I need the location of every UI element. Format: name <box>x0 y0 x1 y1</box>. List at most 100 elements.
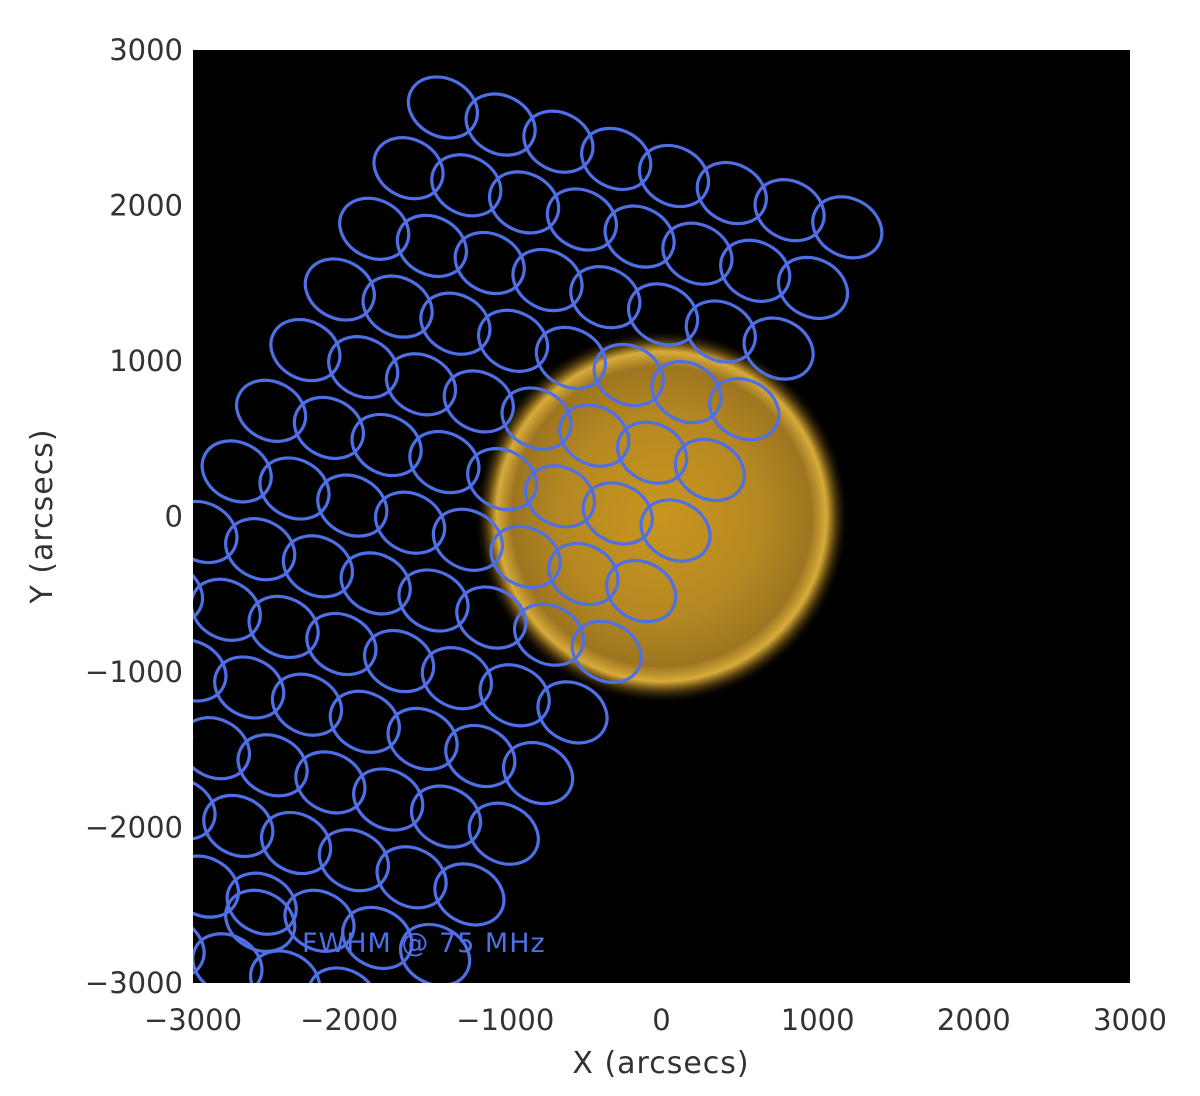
beam-ellipse <box>661 221 734 286</box>
beam-ellipse <box>442 369 515 434</box>
beam-ellipse <box>616 420 689 485</box>
beam-ellipse <box>684 299 757 364</box>
y-axis-label: Y (arcsecs) <box>25 428 60 604</box>
x-tick-label: 2000 <box>937 1003 1011 1037</box>
beam-ellipse <box>570 619 643 684</box>
x-tick-label: 1000 <box>781 1003 855 1037</box>
beam-ellipse <box>213 655 286 720</box>
y-tick-label: 2000 <box>109 189 183 223</box>
beam-ellipse <box>409 784 483 849</box>
beam-ellipse <box>811 195 884 260</box>
beam-ellipse <box>581 481 654 546</box>
x-axis-label: X (arcsecs) <box>572 1046 749 1081</box>
beam-ellipse <box>467 801 540 866</box>
beam-grid <box>0 75 884 1016</box>
beam-ellipse <box>363 628 436 694</box>
beam-ellipse <box>338 196 411 261</box>
legend-label: FWHM @ 75 MHz <box>302 928 546 959</box>
beam-ellipse <box>444 723 517 789</box>
beam-ellipse <box>236 733 309 798</box>
beam-ellipse <box>742 316 815 381</box>
beam-ellipse <box>9 871 99 956</box>
beam-ellipse <box>20 732 110 817</box>
y-tick-label: 1000 <box>109 344 183 378</box>
beam-ellipse <box>316 473 389 538</box>
beam-ellipse <box>361 274 434 339</box>
beam-ellipse <box>455 585 528 650</box>
y-axis-ticks: −3000 −2000 −1000 0 1000 2000 3000 <box>85 33 183 1000</box>
beam-ellipse <box>488 170 561 235</box>
beam-ellipse <box>317 828 390 893</box>
beam-ellipse <box>303 257 376 322</box>
beam-ellipse <box>247 594 320 660</box>
beam-ellipse <box>292 395 365 461</box>
beam-ellipse <box>0 931 65 1016</box>
beam-ellipse <box>536 680 609 745</box>
y-tick-label: −2000 <box>85 811 183 845</box>
y-tick-label: −1000 <box>85 655 183 689</box>
beam-ellipse <box>399 922 472 983</box>
beam-ellipse <box>513 602 586 667</box>
x-tick-label: 0 <box>652 1003 670 1037</box>
beam-ellipse <box>270 672 344 737</box>
beam-ellipse <box>395 213 468 279</box>
beam-ellipse <box>193 499 239 565</box>
beam-ellipse <box>433 862 506 927</box>
beam-ellipse <box>193 698 194 764</box>
beam-ellipse <box>639 498 712 563</box>
y-tick-label: −3000 <box>85 966 183 1000</box>
beam-ellipse <box>193 577 262 642</box>
beam-ellipse <box>637 143 711 209</box>
beam-ellipse <box>592 342 665 408</box>
beam-ellipse <box>0 793 76 878</box>
x-axis-ticks: −3000 −2000 −1000 0 1000 2000 3000 <box>144 1003 1167 1037</box>
beam-ellipse <box>0 854 41 939</box>
beam-ellipse <box>430 153 503 218</box>
x-tick-label: −1000 <box>456 1003 554 1037</box>
beam-ellipse <box>776 255 850 321</box>
beam-ellipse <box>420 646 493 711</box>
beam-ellipse <box>695 160 768 226</box>
legend-beam-ellipse <box>224 888 297 953</box>
beam-ellipse <box>753 178 826 243</box>
beam-ellipse <box>305 611 378 677</box>
beam-ellipse <box>500 386 573 451</box>
beam-ellipse <box>193 560 205 625</box>
beam-ellipse <box>350 412 423 478</box>
beam-ellipse <box>605 558 678 624</box>
beam-ellipse <box>0 914 7 999</box>
beam-ellipse <box>397 568 470 633</box>
beam-ellipse <box>603 204 676 269</box>
beam-ellipse <box>249 949 322 983</box>
beam-ellipse <box>281 534 354 599</box>
beam-ellipse <box>627 282 700 347</box>
sun-disk <box>474 329 849 704</box>
x-tick-label: −3000 <box>144 1003 242 1037</box>
beam-ellipse <box>708 377 781 442</box>
x-tick-label: 3000 <box>1093 1003 1167 1037</box>
beam-ellipse <box>478 663 551 728</box>
y-tick-label: 3000 <box>109 33 183 67</box>
beam-ellipse <box>386 706 459 772</box>
beam-ellipse <box>719 238 792 303</box>
beam-ellipse <box>235 378 308 443</box>
beam-ellipse <box>202 793 275 859</box>
beam-ellipse <box>193 716 251 781</box>
beam-ellipse <box>200 439 273 504</box>
beam-ellipse <box>372 136 445 201</box>
beam-ellipse <box>466 447 539 512</box>
beam-ellipse <box>580 126 653 192</box>
beam-ellipse <box>464 92 537 157</box>
beam-ellipse <box>283 888 356 953</box>
beam-ellipse <box>260 810 333 876</box>
beam-ellipse <box>67 888 157 973</box>
beam-ellipse <box>502 740 575 806</box>
legend-beam <box>224 888 297 953</box>
beam-ellipse <box>269 317 342 383</box>
beam-ellipse <box>384 352 458 417</box>
beam-ellipse <box>408 429 481 495</box>
beam-ellipse <box>374 490 447 555</box>
beam-ellipse <box>306 966 379 983</box>
beam-ellipse <box>352 767 425 832</box>
